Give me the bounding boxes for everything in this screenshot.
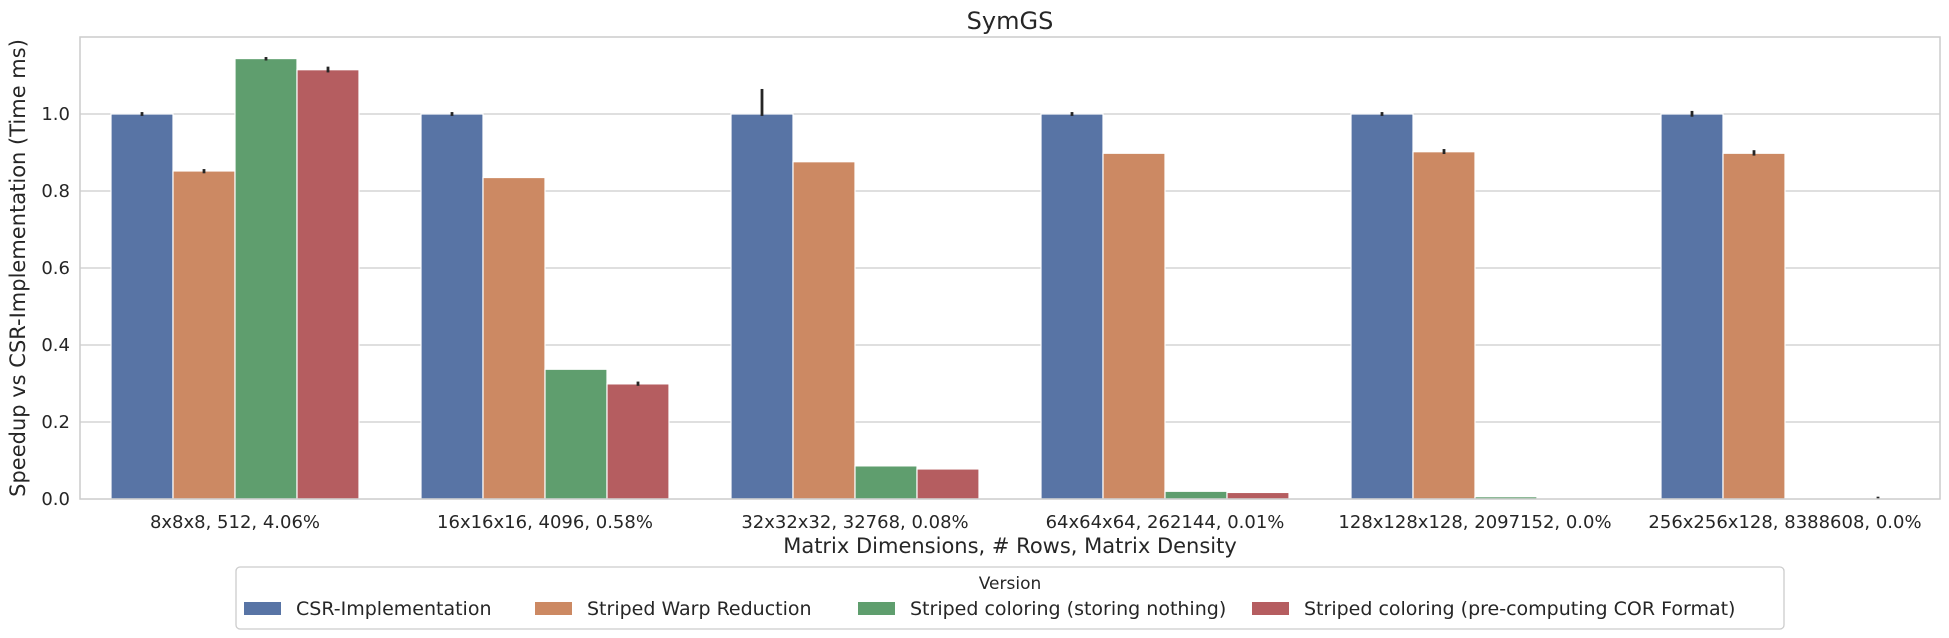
y-tick-labels: 0.0 0.2 0.4 0.6 0.8 1.0 (41, 104, 70, 510)
bar (606, 383, 670, 500)
bar (296, 69, 360, 500)
bar (1412, 151, 1476, 500)
x-tick-labels: 8x8x8, 512, 4.06% 16x16x16, 4096, 0.58% 32… (150, 512, 1922, 533)
bar (172, 170, 236, 500)
y-tick-label: 0.8 (41, 181, 70, 202)
legend-entry-label: Striped coloring (storing nothing) (910, 598, 1226, 620)
legend-swatch (244, 602, 281, 615)
x-tick-label: 64x64x64, 262144, 0.01% (1046, 512, 1285, 533)
plot-frame (79, 36, 1941, 500)
bar (482, 176, 546, 500)
legend-entry-label: Striped Warp Reduction (587, 598, 812, 620)
x-tick-label: 256x256x128, 8388608, 0.0% (1648, 512, 1921, 533)
bar (916, 468, 980, 500)
bar (1102, 152, 1166, 500)
bars (110, 57, 1848, 500)
bar (420, 113, 484, 500)
bar (1350, 113, 1414, 500)
y-axis-label: Speedup vs CSR-Implementation (Time ms) (6, 39, 30, 497)
chart-title: SymGS (967, 7, 1054, 35)
x-tick-label: 8x8x8, 512, 4.06% (150, 512, 320, 533)
bar (792, 161, 856, 500)
bar (234, 57, 298, 500)
bar (1226, 491, 1290, 500)
y-tick-label: 0.0 (41, 489, 70, 510)
x-tick-label: 128x128x128, 2097152, 0.0% (1338, 512, 1611, 533)
legend: Version CSR-Implementation Striped Warp R… (235, 566, 1785, 630)
legend-title: Version (979, 574, 1042, 594)
bar (1722, 152, 1786, 500)
bar (110, 113, 174, 500)
grid-lines (80, 113, 1940, 423)
bar (854, 465, 918, 500)
error-bars (140, 57, 1880, 499)
legend-frame (235, 566, 1785, 630)
x-axis-label: Matrix Dimensions, # Rows, Matrix Densit… (783, 534, 1237, 558)
bar (730, 113, 794, 500)
bar (1040, 113, 1104, 500)
x-tick-label: 16x16x16, 4096, 0.58% (437, 512, 653, 533)
legend-swatch (1252, 602, 1289, 615)
legend-swatch (858, 602, 895, 615)
legend-entry-label: Striped coloring (pre-computing COR Form… (1304, 598, 1735, 620)
x-tick-label: 32x32x32, 32768, 0.08% (741, 512, 968, 533)
y-tick-label: 1.0 (41, 104, 70, 125)
y-tick-label: 0.2 (41, 412, 70, 433)
y-tick-label: 0.4 (41, 335, 70, 356)
bar (1660, 113, 1724, 500)
legend-entry-label: CSR-Implementation (296, 598, 491, 620)
legend-items: CSR-Implementation Striped Warp Reduction… (244, 598, 1735, 620)
bar (1164, 490, 1228, 500)
bar (544, 368, 608, 500)
legend-swatch (535, 602, 572, 615)
y-tick-label: 0.6 (41, 258, 70, 279)
